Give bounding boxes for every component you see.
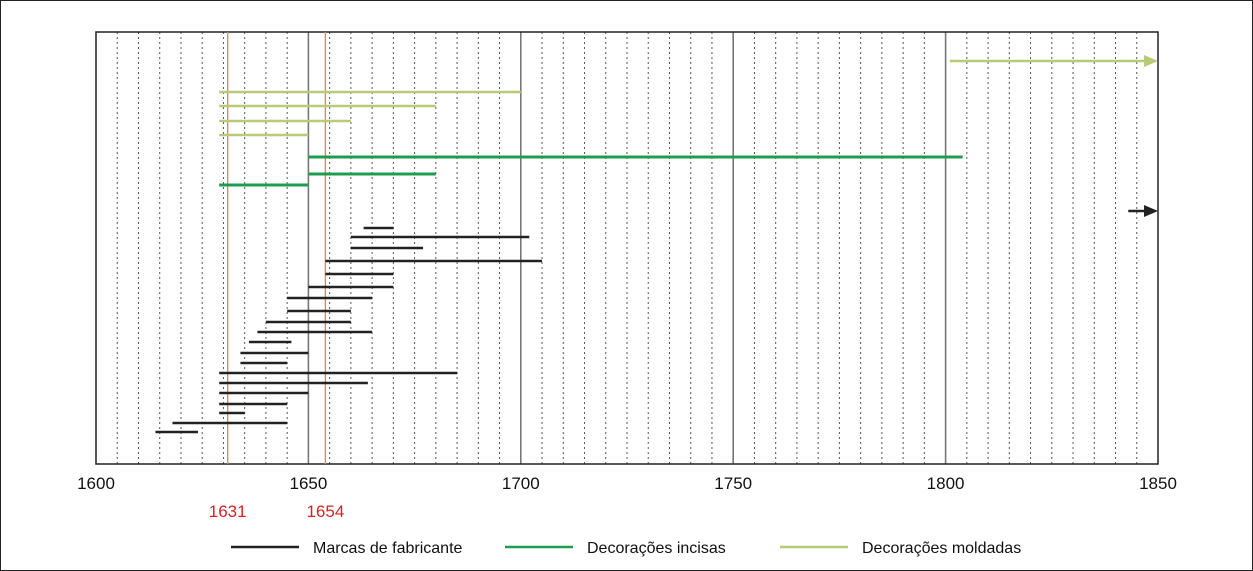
legend: Marcas de fabricante Decorações incisas De… xyxy=(231,540,1021,557)
legend-label: Marcas de fabricante xyxy=(313,540,463,557)
x-tick-label: 1700 xyxy=(502,474,540,493)
arrow-right-icon xyxy=(1144,55,1158,67)
range-bars xyxy=(155,55,1158,434)
reference-label-1631: 1631 xyxy=(209,502,247,521)
x-tick-label: 1650 xyxy=(289,474,327,493)
reference-label-1654: 1654 xyxy=(306,502,344,521)
x-tick-label: 1850 xyxy=(1139,474,1177,493)
x-axis-tick-labels: 1600 1650 1700 1750 1800 1850 xyxy=(77,474,1177,493)
reference-lines: 1631 1654 xyxy=(209,32,344,521)
grid-layer xyxy=(116,32,1138,464)
legend-label: Decorações moldadas xyxy=(862,540,1021,557)
x-tick-label: 1750 xyxy=(714,474,752,493)
x-tick-label: 1600 xyxy=(77,474,115,493)
x-tick-label: 1800 xyxy=(927,474,965,493)
arrow-right-icon xyxy=(1144,205,1158,217)
plot-frame xyxy=(95,31,1159,465)
legend-label: Decorações incisas xyxy=(587,540,726,557)
